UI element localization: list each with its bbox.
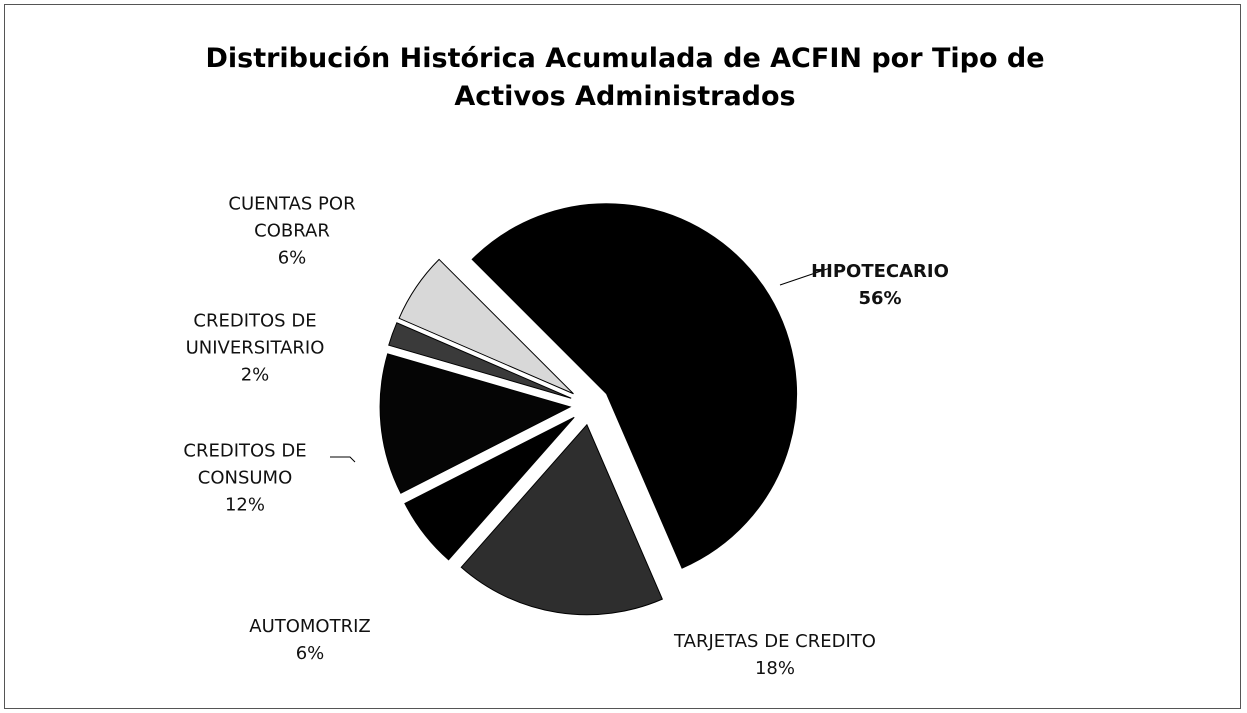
value-label: 2% [240,364,270,386]
value-label: 56% [858,288,902,309]
category-label: CREDITOS DE UNIVERSITARIO [185,310,325,359]
pie-slice [388,322,572,399]
chart-title: Distribución Histórica Acumulada de ACFI… [205,43,1045,112]
category-label: AUTOMOTRIZ [249,616,371,637]
value-label: 6% [277,247,307,269]
pie-slice [404,416,575,561]
slice-label: CUENTAS POR COBRAR 6% [212,191,372,272]
slice-label: CREDITOS DE CONSUMO 12% [165,438,325,519]
pie-slice [379,353,572,494]
value-label: 12% [224,494,265,516]
category-label: HIPOTECARIO [811,261,949,282]
pie-slice [398,258,574,395]
slice-label: TARJETAS DE CREDITO 18% [645,628,905,682]
slice-label: HIPOTECARIO 56% [780,258,980,312]
value-label: 6% [295,643,325,664]
chart-frame [4,4,1241,709]
slice-label: AUTOMOTRIZ 6% [210,613,410,667]
value-label: 18% [754,658,795,679]
category-label: CREDITOS DE CONSUMO [183,440,307,489]
pie-slice [460,423,663,616]
category-label: TARJETAS DE CREDITO [674,631,876,652]
pie-slice [471,203,797,569]
slice-label: CREDITOS DE UNIVERSITARIO 2% [168,308,343,389]
category-label: CUENTAS POR COBRAR [228,193,356,242]
leader-line [779,267,831,286]
leader-line [330,456,356,463]
